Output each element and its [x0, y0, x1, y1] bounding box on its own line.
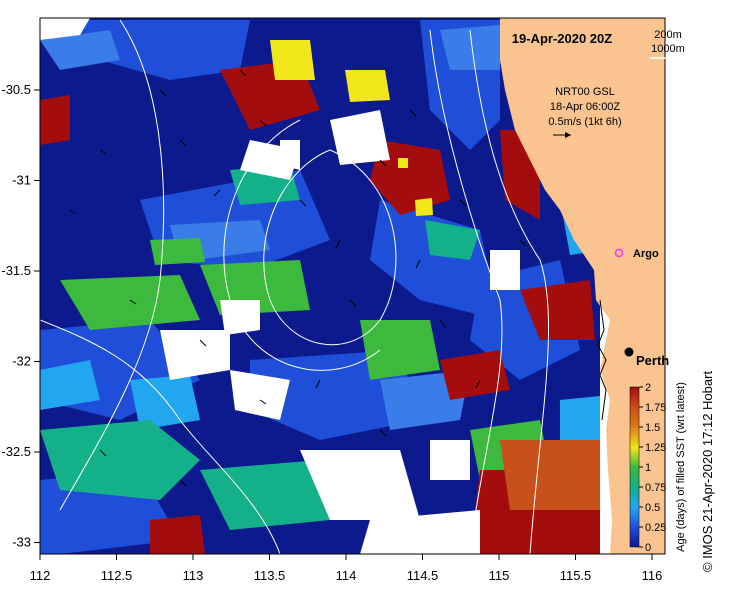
- colorbar-tick-label: 1.25: [645, 442, 666, 454]
- sst-patch-green: [150, 238, 205, 265]
- sst-patch-dark-red: [440, 350, 510, 400]
- current-scale-arrow-icon: [553, 132, 571, 138]
- no-data-patch: [490, 250, 520, 290]
- lat-tick-label: -33: [12, 535, 31, 550]
- longitude-axis: 112 112.5 113 113.5 114 114.5 115 115.5 116: [30, 554, 663, 583]
- sst-patch-light-blue: [130, 375, 200, 430]
- colorbar-scale: [629, 386, 640, 548]
- colorbar-tick-label: 0.5: [645, 502, 660, 514]
- sst-field: [40, 18, 665, 554]
- lon-tick-label: 116: [642, 568, 663, 583]
- lat-tick-label: -30.5: [1, 82, 31, 97]
- current-scale: 0.5m/s (1kt 6h): [548, 116, 621, 128]
- colorbar-tick-label: 0: [645, 542, 651, 554]
- lon-tick-label: 114.5: [407, 568, 439, 583]
- latitude-axis: -30.5 -31 -31.5 -32 -32.5 -33: [1, 82, 40, 550]
- sst-patch-light-blue: [40, 360, 100, 410]
- sst-patch-teal: [425, 220, 480, 260]
- current-time: 18-Apr 06:00Z: [550, 101, 621, 113]
- sst-patch-mid-blue: [40, 30, 120, 70]
- colorbar-label: Age (days) of filled SST (wrt latest): [675, 382, 687, 552]
- bathymetry-contours: [40, 19, 550, 554]
- sst-patch-dark-red: [40, 95, 70, 145]
- perth-label: Perth: [636, 353, 669, 368]
- lon-tick-label: 115.5: [560, 568, 592, 583]
- plot-frame: [39, 17, 666, 555]
- contour-legend-200m: 200m: [654, 29, 682, 41]
- contour-legend-1000m: 1000m: [651, 43, 685, 55]
- colorbar-tick-label: 1.5: [645, 422, 660, 434]
- sst-patch-yellow: [398, 158, 408, 168]
- lon-tick-label: 113: [183, 568, 204, 583]
- colorbar-tick-label: 0.25: [645, 522, 666, 534]
- current-vectors: [69, 69, 527, 487]
- no-data-patch: [330, 110, 390, 165]
- map-title: 19-Apr-2020 20Z: [512, 31, 612, 46]
- lat-tick-label: -31.5: [1, 263, 31, 278]
- land-mass: [500, 18, 665, 554]
- argo-marker: Argo: [614, 248, 659, 260]
- argo-label: Argo: [633, 248, 659, 260]
- sst-patch-orange-red: [500, 440, 600, 510]
- lon-tick-label: 115: [489, 568, 510, 583]
- colorbar: 0 0.25 0.5 0.75 1 1.25 1.5 1.75 2 Age (days) of …: [629, 382, 687, 554]
- no-data-patch: [280, 140, 300, 170]
- lat-tick-label: -32: [12, 354, 31, 369]
- coastline: [597, 299, 607, 421]
- sst-patch-yellow: [270, 40, 315, 80]
- lat-tick-label: -32.5: [1, 444, 31, 459]
- perth-marker: Perth: [624, 347, 669, 368]
- colorbar-tick-label: 1: [645, 462, 651, 474]
- colorbar-tick-label: 1.75: [645, 402, 666, 414]
- lon-tick-label: 112: [30, 568, 51, 583]
- sst-patch-dark-red: [520, 280, 595, 340]
- lon-tick-label: 114: [336, 568, 357, 583]
- no-data-patch: [300, 450, 420, 520]
- no-data-patch: [430, 440, 470, 480]
- no-data-patch: [220, 300, 260, 335]
- sst-patch-teal: [40, 420, 200, 500]
- credit-text: © IMOS 21-Apr-2020 17:12 Hobart: [700, 370, 715, 572]
- lon-tick-label: 113.5: [254, 568, 286, 583]
- sst-patch-yellow: [415, 198, 433, 216]
- sst-patch-green: [60, 275, 200, 330]
- lat-tick-label: -31: [12, 173, 31, 188]
- no-data-patch: [40, 18, 90, 40]
- current-source: NRT00 GSL: [555, 86, 615, 98]
- no-data-patch: [160, 330, 230, 380]
- no-data-patch: [230, 370, 290, 420]
- lon-tick-label: 112.5: [101, 568, 133, 583]
- sst-patch-yellow: [345, 70, 390, 102]
- sst-patch-light-blue: [560, 395, 610, 440]
- sst-patch-green: [360, 320, 440, 380]
- sst-patch-mid-blue: [440, 25, 500, 70]
- sst-patch-dark-red: [370, 140, 450, 215]
- no-data-patch: [360, 510, 480, 554]
- sst-patch-dark-red: [150, 515, 205, 554]
- colorbar-tick-label: 2: [645, 382, 651, 394]
- colorbar-tick-label: 0.75: [645, 482, 666, 494]
- sst-patch-teal: [200, 460, 330, 530]
